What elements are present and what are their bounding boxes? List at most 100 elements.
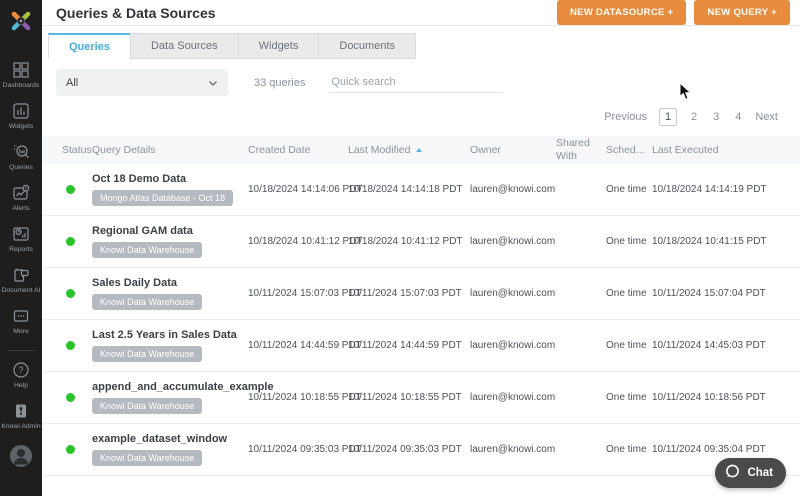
chat-bubble-icon <box>724 463 741 483</box>
query-count: 33 queries <box>254 76 306 89</box>
sidebar-item-more[interactable]: More <box>12 307 30 335</box>
table-header: Status Query Details Created Date Last M… <box>42 136 800 164</box>
status-dot <box>66 445 75 454</box>
sidebar-item-widgets[interactable]: Widgets <box>8 102 34 130</box>
main-content: Queries & Data Sources NEW DATASOURCE + … <box>42 0 800 496</box>
schedule: One time <box>606 444 647 455</box>
column-header-last-executed[interactable]: Last Executed <box>652 143 719 156</box>
column-header-last-modified[interactable]: Last Modified <box>348 144 470 157</box>
last-modified: 10/18/2024 10:41:12 PDT <box>348 236 463 247</box>
sidebar-item-label: Widgets <box>8 123 34 130</box>
sidebar-item-knowi-admin[interactable]: Knowi Admin <box>1 402 41 430</box>
schedule: One time <box>606 236 647 247</box>
pagination-next[interactable]: Next <box>755 111 778 123</box>
owner: lauren@knowi.com <box>470 340 556 351</box>
table-row[interactable]: Last 2.5 Years in Sales Data Knowi Data … <box>42 320 800 372</box>
widgets-icon <box>12 102 30 120</box>
datasource-badge: Knowi Data Warehouse <box>92 346 203 362</box>
tab-widgets[interactable]: Widgets <box>237 33 320 59</box>
owner: lauren@knowi.com <box>470 444 556 455</box>
status-dot <box>66 393 75 402</box>
pagination-page-4[interactable]: 4 <box>735 111 742 123</box>
sidebar-item-label: Dashboards <box>2 82 40 89</box>
admin-icon <box>12 402 30 420</box>
datasource-badge: Knowi Data Warehouse <box>92 450 203 466</box>
schedule: One time <box>606 340 647 351</box>
quick-search-input[interactable] <box>329 72 504 93</box>
chat-button-label: Chat <box>747 467 773 479</box>
query-name[interactable]: append_and_accumulate_example <box>92 381 274 393</box>
table-row[interactable]: example_dataset_window Knowi Data Wareho… <box>42 424 800 476</box>
schedule: One time <box>606 392 647 403</box>
sidebar-item-help[interactable]: ? Help <box>12 361 30 389</box>
sidebar-item-label: More <box>13 328 29 335</box>
column-header-created-date[interactable]: Created Date <box>248 143 311 156</box>
created-date: 10/11/2024 15:07:03 PDT <box>248 288 362 299</box>
table-row[interactable]: Regional GAM data Knowi Data Warehouse 1… <box>42 216 800 268</box>
sidebar: Dashboards Widgets Querie <box>0 0 42 496</box>
sidebar-item-alerts[interactable]: Alerts <box>12 184 30 212</box>
created-date: 10/11/2024 14:44:59 PDT <box>248 340 362 351</box>
status-dot <box>66 185 75 194</box>
column-header-query-details[interactable]: Query Details <box>92 143 156 156</box>
new-datasource-button[interactable]: NEW DATASOURCE + <box>557 0 687 25</box>
last-executed: 10/11/2024 10:18:56 PDT <box>652 392 766 403</box>
avatar-icon <box>8 443 34 469</box>
sidebar-item-dashboards[interactable]: Dashboards <box>2 61 40 89</box>
datasource-badge: Knowi Data Warehouse <box>92 242 203 258</box>
sidebar-item-document-ai[interactable]: Document AI <box>1 266 41 294</box>
last-executed: 10/18/2024 14:14:19 PDT <box>652 184 767 195</box>
tab-queries[interactable]: Queries <box>48 33 131 59</box>
table-row[interactable]: append_and_accumulate_example Knowi Data… <box>42 372 800 424</box>
table-row[interactable]: Sales Daily Data Knowi Data Warehouse 10… <box>42 268 800 320</box>
dashboards-icon <box>12 61 30 79</box>
queries-table: Status Query Details Created Date Last M… <box>42 136 800 496</box>
created-date: 10/18/2024 10:41:12 PDT <box>248 236 363 247</box>
last-modified: 10/11/2024 10:18:55 PDT <box>348 392 462 403</box>
tab-data-sources[interactable]: Data Sources <box>129 33 239 59</box>
created-date: 10/18/2024 14:14:06 PDT <box>248 184 363 195</box>
column-header-owner[interactable]: Owner <box>470 143 501 156</box>
pagination-page-1[interactable]: 1 <box>659 108 677 126</box>
last-executed: 10/11/2024 15:07:04 PDT <box>652 288 766 299</box>
document-ai-icon <box>12 266 30 284</box>
user-avatar[interactable] <box>8 443 34 469</box>
query-name[interactable]: Last 2.5 Years in Sales Data <box>92 329 237 341</box>
datasource-badge: Knowi Data Warehouse <box>92 398 203 414</box>
sidebar-item-label: Alerts <box>12 205 30 212</box>
alerts-icon <box>12 184 30 202</box>
last-executed: 10/18/2024 10:41:15 PDT <box>652 236 767 247</box>
owner: lauren@knowi.com <box>470 236 556 247</box>
reports-icon <box>12 225 30 243</box>
new-query-button[interactable]: NEW QUERY + <box>694 0 790 25</box>
tab-documents[interactable]: Documents <box>318 33 417 59</box>
sidebar-item-queries[interactable]: Queries <box>9 143 33 171</box>
help-icon: ? <box>12 361 30 379</box>
query-name[interactable]: Regional GAM data <box>92 225 193 237</box>
created-date: 10/11/2024 10:18:55 PDT <box>248 392 362 403</box>
query-name[interactable]: example_dataset_window <box>92 433 228 445</box>
sidebar-divider <box>7 350 35 351</box>
sidebar-item-reports[interactable]: Reports <box>9 225 33 253</box>
column-header-status[interactable]: Status <box>62 143 92 156</box>
column-header-schedule[interactable]: Sched... <box>606 143 645 156</box>
knowi-logo-icon[interactable] <box>8 8 34 39</box>
scope-dropdown[interactable]: All <box>56 69 228 96</box>
table-row[interactable]: Locations One time <box>42 476 800 496</box>
query-name[interactable]: Oct 18 Demo Data <box>92 173 187 185</box>
sidebar-item-label: Knowi Admin <box>1 423 41 430</box>
query-name[interactable]: Sales Daily Data <box>92 277 177 289</box>
pagination-page-3[interactable]: 3 <box>713 111 720 123</box>
svg-text:?: ? <box>18 365 23 375</box>
chat-button[interactable]: Chat <box>715 458 786 488</box>
column-header-shared-with[interactable]: Shared With <box>556 137 590 162</box>
queries-icon <box>12 143 30 161</box>
table-row[interactable]: Oct 18 Demo Data Mongo Atlas Database - … <box>42 164 800 216</box>
last-modified: 10/11/2024 15:07:03 PDT <box>348 288 462 299</box>
sidebar-item-label: Document AI <box>1 287 41 294</box>
topbar: Queries & Data Sources NEW DATASOURCE + … <box>42 0 800 26</box>
scope-dropdown-value: All <box>66 76 79 89</box>
pagination-page-2[interactable]: 2 <box>691 111 698 123</box>
pagination-previous[interactable]: Previous <box>604 111 647 123</box>
